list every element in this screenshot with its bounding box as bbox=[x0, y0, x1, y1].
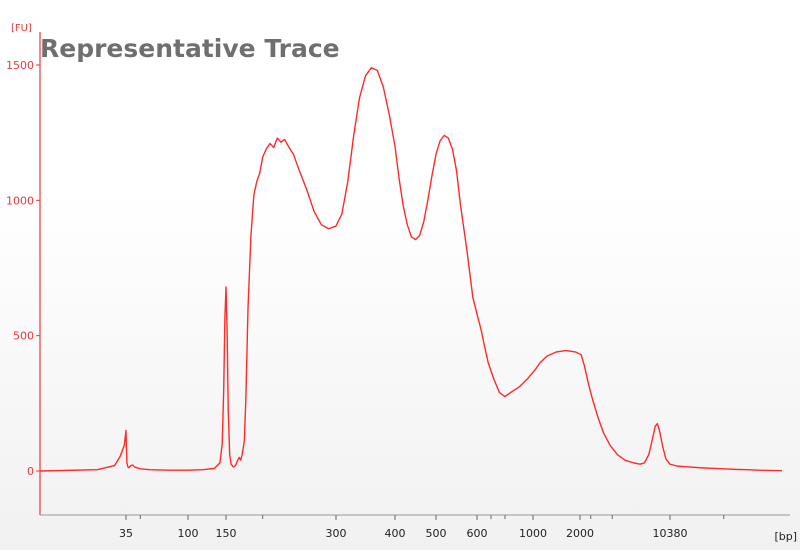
x-tick-label-300: 300 bbox=[326, 527, 347, 540]
x-tick-label-10380: 10380 bbox=[653, 527, 688, 540]
x-tick-label-35: 35 bbox=[119, 527, 133, 540]
x-tick-label-150: 150 bbox=[216, 527, 237, 540]
y-tick-label-500: 500 bbox=[13, 330, 34, 343]
x-tick-label-600: 600 bbox=[467, 527, 488, 540]
y-tick-label-0: 0 bbox=[27, 465, 34, 478]
x-tick-label-2000: 2000 bbox=[566, 527, 594, 540]
x-tick-label-1000: 1000 bbox=[519, 527, 547, 540]
y-tick-label-1000: 1000 bbox=[6, 194, 34, 207]
x-tick-label-400: 400 bbox=[385, 527, 406, 540]
chart-axes: 0 500 1000 1500 35 100 150 300 400 500 600 1000 2000… bbox=[6, 32, 790, 540]
trace-line-0 bbox=[39, 67, 783, 472]
x-unit-label: [bp] bbox=[774, 530, 797, 543]
y-unit-label: [FU] bbox=[11, 23, 32, 34]
series-group bbox=[39, 67, 783, 472]
y-tick-label-1500: 1500 bbox=[6, 59, 34, 72]
x-tick-label-100: 100 bbox=[178, 527, 199, 540]
chart-title: Representative Trace bbox=[40, 34, 340, 63]
x-tick-label-500: 500 bbox=[426, 527, 447, 540]
